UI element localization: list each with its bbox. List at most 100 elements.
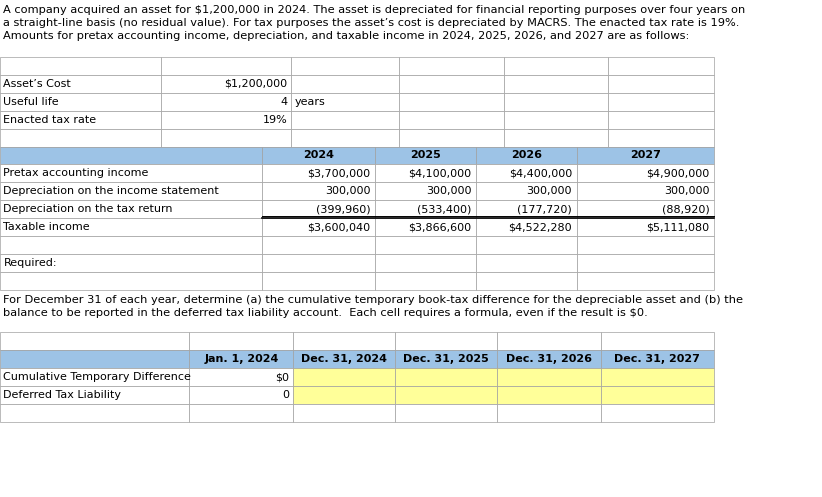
Bar	[262, 236, 375, 254]
Text: Taxable income: Taxable income	[3, 222, 90, 232]
Bar	[395, 332, 496, 350]
Bar	[262, 200, 375, 218]
Text: 2027: 2027	[630, 151, 661, 161]
Text: $4,522,280: $4,522,280	[509, 222, 572, 232]
Bar	[375, 218, 476, 236]
Text: Dec. 31, 2027: Dec. 31, 2027	[614, 354, 700, 364]
Bar	[601, 332, 713, 350]
Text: 4: 4	[280, 97, 288, 107]
Bar	[576, 200, 713, 218]
Text: Enacted tax rate: Enacted tax rate	[3, 115, 97, 125]
Text: Dec. 31, 2025: Dec. 31, 2025	[403, 354, 489, 364]
Bar	[375, 254, 476, 272]
Text: $0: $0	[275, 372, 289, 382]
Bar	[0, 404, 189, 422]
Bar	[496, 350, 601, 368]
Bar	[0, 111, 160, 129]
Bar	[476, 218, 576, 236]
Bar	[160, 129, 291, 147]
Bar	[476, 236, 576, 254]
Bar	[476, 182, 576, 200]
Bar	[601, 404, 713, 422]
Bar	[189, 332, 293, 350]
Bar	[0, 272, 262, 290]
Text: 2026: 2026	[510, 151, 542, 161]
Text: Required:: Required:	[3, 258, 57, 268]
Bar	[0, 254, 262, 272]
Text: Jan. 1, 2024: Jan. 1, 2024	[204, 354, 279, 364]
Bar	[262, 147, 375, 164]
Bar	[504, 75, 607, 93]
Bar	[607, 57, 713, 75]
Text: 300,000: 300,000	[326, 186, 371, 196]
Bar	[576, 218, 713, 236]
Bar	[375, 182, 476, 200]
Bar	[0, 236, 262, 254]
Bar	[293, 404, 395, 422]
Text: Deferred Tax Liability: Deferred Tax Liability	[3, 390, 122, 400]
Bar	[0, 332, 189, 350]
Bar	[189, 350, 293, 368]
Text: $1,200,000: $1,200,000	[224, 79, 288, 89]
Bar	[375, 200, 476, 218]
Bar	[0, 129, 160, 147]
Bar	[189, 386, 293, 404]
Bar	[601, 386, 713, 404]
Bar	[576, 164, 713, 182]
Bar	[0, 93, 160, 111]
Bar	[601, 350, 713, 368]
Bar	[291, 129, 399, 147]
Bar	[262, 218, 375, 236]
Bar	[0, 200, 262, 218]
Bar	[189, 368, 293, 386]
Bar	[504, 129, 607, 147]
Text: Asset’s Cost: Asset’s Cost	[3, 79, 72, 89]
Bar	[291, 57, 399, 75]
Text: Pretax accounting income: Pretax accounting income	[3, 168, 149, 178]
Text: 300,000: 300,000	[426, 186, 472, 196]
Bar	[395, 350, 496, 368]
Text: Dec. 31, 2026: Dec. 31, 2026	[506, 354, 592, 364]
Bar	[476, 254, 576, 272]
Bar	[0, 57, 160, 75]
Bar	[399, 129, 504, 147]
Text: 300,000: 300,000	[664, 186, 709, 196]
Bar	[0, 182, 262, 200]
Bar	[0, 147, 262, 164]
Text: A company acquired an asset for $1,200,000 in 2024. The asset is depreciated for: A company acquired an asset for $1,200,0…	[3, 5, 746, 15]
Bar	[293, 368, 395, 386]
Bar	[262, 272, 375, 290]
Bar	[476, 147, 576, 164]
Bar	[0, 386, 189, 404]
Text: $4,900,000: $4,900,000	[646, 168, 709, 178]
Bar	[576, 272, 713, 290]
Bar	[395, 368, 496, 386]
Bar	[399, 111, 504, 129]
Bar	[262, 254, 375, 272]
Text: 0: 0	[282, 390, 289, 400]
Text: Dec. 31, 2024: Dec. 31, 2024	[301, 354, 387, 364]
Text: balance to be reported in the deferred tax liability account.  Each cell require: balance to be reported in the deferred t…	[3, 308, 649, 318]
Bar	[576, 236, 713, 254]
Text: Cumulative Temporary Difference: Cumulative Temporary Difference	[3, 372, 192, 382]
Bar	[607, 75, 713, 93]
Bar	[291, 93, 399, 111]
Bar	[160, 57, 291, 75]
Bar	[395, 404, 496, 422]
Bar	[399, 57, 504, 75]
Bar	[293, 332, 395, 350]
Bar	[375, 272, 476, 290]
Text: 19%: 19%	[263, 115, 288, 125]
Bar	[601, 368, 713, 386]
Text: $3,866,600: $3,866,600	[409, 222, 472, 232]
Text: (533,400): (533,400)	[417, 204, 472, 214]
Bar	[0, 218, 262, 236]
Bar	[293, 386, 395, 404]
Text: Depreciation on the income statement: Depreciation on the income statement	[3, 186, 219, 196]
Bar	[160, 111, 291, 129]
Bar	[189, 404, 293, 422]
Text: 2025: 2025	[410, 151, 441, 161]
Bar	[476, 272, 576, 290]
Bar	[576, 254, 713, 272]
Text: Depreciation on the tax return: Depreciation on the tax return	[3, 204, 173, 214]
